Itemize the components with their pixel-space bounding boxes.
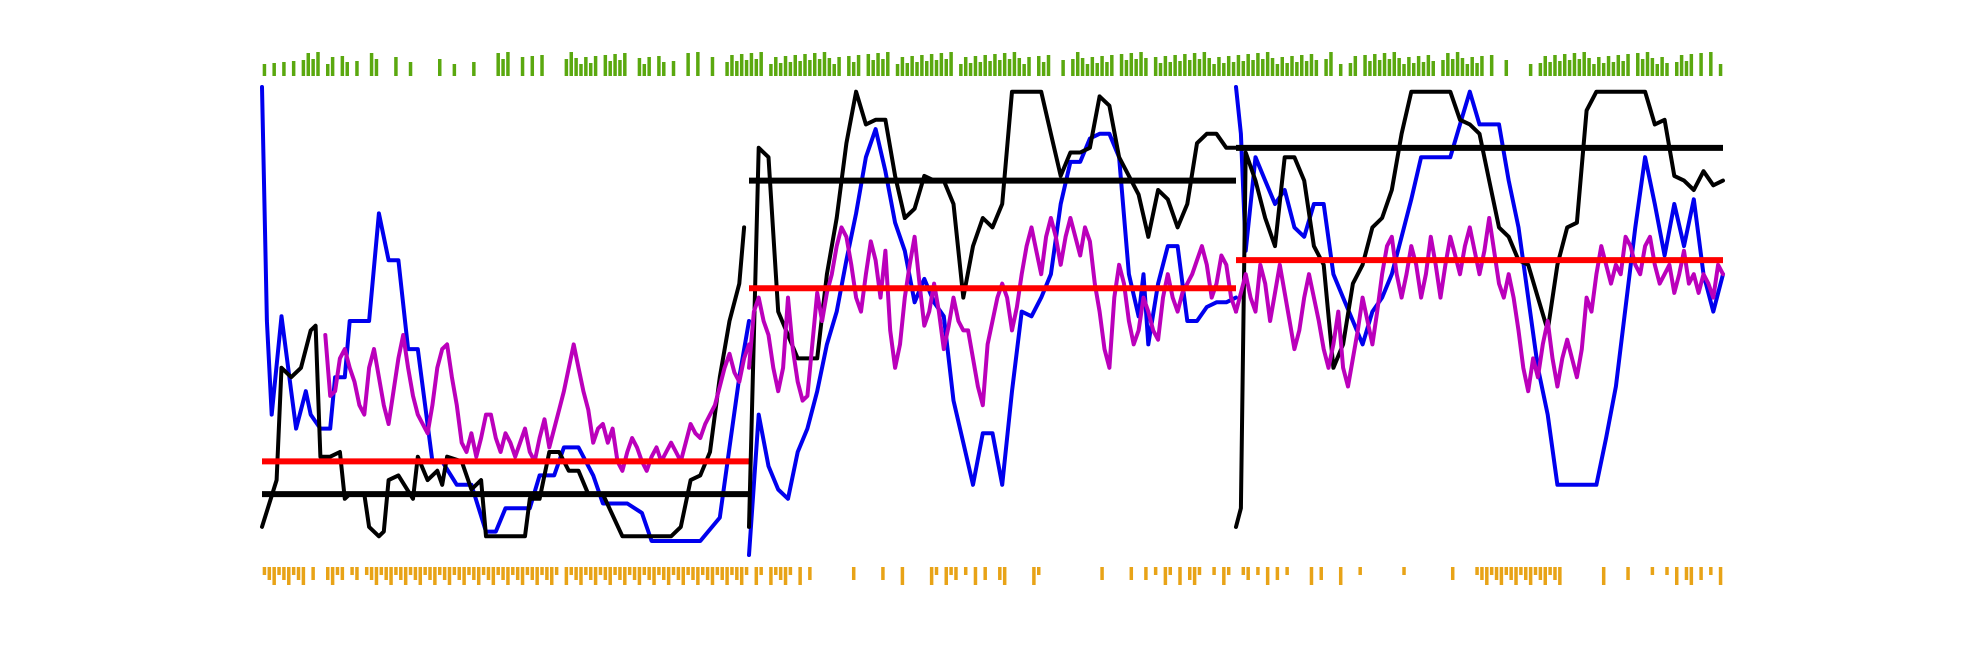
- segment-1: [260, 85, 751, 543]
- black-series-line: [1234, 89, 1725, 529]
- segment-3: [1234, 85, 1725, 529]
- blue-series-line: [747, 127, 1238, 557]
- black-series-line: [260, 225, 747, 539]
- magenta-series-line: [323, 333, 751, 473]
- top-event-ticks: [262, 52, 1723, 76]
- black-series-line: [747, 89, 1238, 529]
- segment-2: [747, 89, 1238, 557]
- bottom-event-ticks: [262, 567, 1723, 585]
- magenta-series-line: [747, 216, 1238, 408]
- magenta-series-line: [1234, 216, 1725, 394]
- blue-series-line: [260, 85, 751, 543]
